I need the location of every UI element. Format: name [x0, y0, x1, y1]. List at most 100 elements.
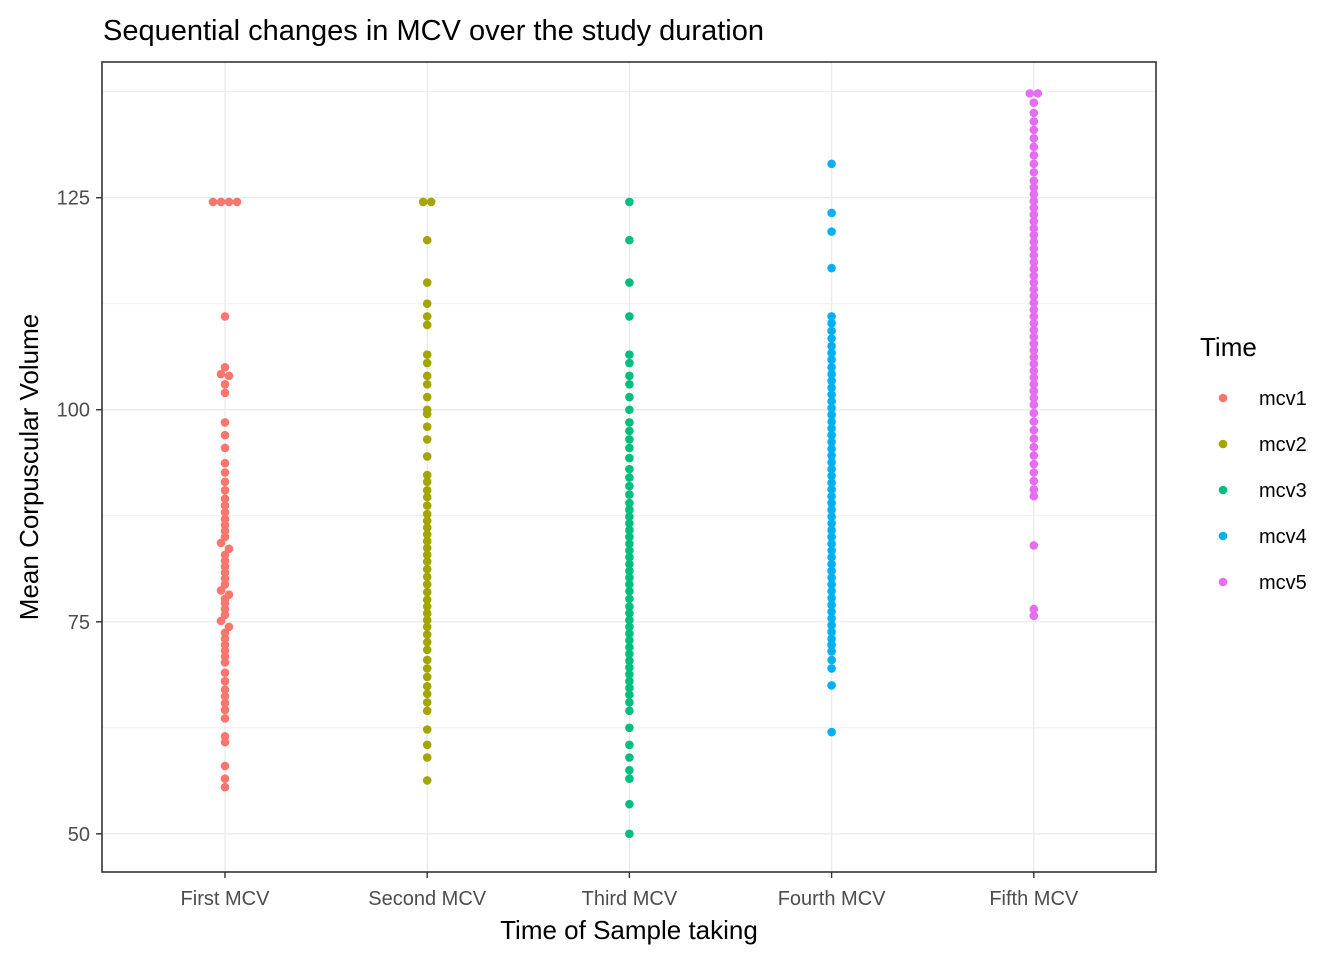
data-point [827, 655, 836, 665]
data-point [1029, 611, 1039, 621]
data-point [220, 598, 230, 608]
data-point [827, 341, 836, 351]
data-point [827, 369, 836, 379]
data-point [1029, 278, 1039, 287]
data-point [422, 564, 432, 574]
data-point [625, 405, 634, 415]
data-point [625, 464, 634, 474]
data-point [625, 559, 634, 569]
data-point [422, 523, 432, 532]
data-point [422, 550, 432, 560]
data-point [827, 263, 836, 273]
data-point [422, 435, 432, 444]
data-point [625, 505, 634, 515]
data-point [827, 525, 836, 535]
data-point [827, 614, 836, 623]
legend-key [1218, 439, 1228, 449]
data-point [827, 437, 836, 447]
data-point [220, 486, 230, 495]
x-tick-label: First MCV [181, 888, 271, 910]
axes: 50 75 100 125 First MCV Second MCV Third MCV Fo… [57, 188, 1079, 910]
data-point [422, 664, 432, 673]
data-point [1029, 451, 1039, 460]
x-axis-title: Time of Sample taking [500, 915, 758, 945]
data-point [220, 458, 230, 468]
legend-key [1218, 485, 1228, 495]
data-point [1029, 318, 1039, 328]
data-point [422, 486, 432, 495]
data-point [827, 559, 836, 569]
data-point [422, 380, 432, 389]
data-point [1029, 400, 1039, 409]
data-point [422, 630, 432, 639]
data-point [1029, 183, 1039, 192]
data-point [827, 620, 836, 630]
data-point [1029, 312, 1039, 321]
data-point [1029, 223, 1039, 233]
data-point [827, 681, 836, 690]
data-point [418, 197, 428, 207]
data-point [625, 546, 634, 555]
data-point [220, 604, 230, 614]
data-point [827, 430, 836, 440]
data-point [827, 647, 836, 656]
data-point [1029, 459, 1039, 469]
data-point [625, 629, 634, 638]
data-point [1029, 541, 1039, 550]
data-point [625, 740, 634, 750]
data-point [827, 403, 836, 413]
data-point [625, 380, 634, 389]
data-point [220, 520, 230, 530]
data-point [220, 562, 230, 571]
data-point [1029, 298, 1039, 308]
data-point [422, 320, 432, 330]
data-point [625, 670, 634, 679]
data-point [422, 740, 432, 750]
data-point [220, 418, 230, 427]
data-point [625, 312, 634, 321]
data-point [216, 616, 226, 626]
data-point [422, 477, 432, 487]
data-point [1029, 476, 1039, 486]
y-axis-title: Mean Corpuscular Volume [14, 314, 44, 620]
data-point [1029, 150, 1039, 160]
data-point [1029, 373, 1039, 382]
data-point [422, 672, 432, 682]
data-point [422, 681, 432, 691]
data-point [827, 227, 836, 236]
data-point [1029, 485, 1039, 494]
data-point [422, 409, 432, 419]
data-point [422, 350, 432, 359]
data-point [422, 725, 432, 734]
data-point [625, 443, 634, 453]
data-point [1029, 257, 1039, 267]
data-point [422, 358, 432, 368]
data-point [422, 422, 432, 432]
data-point [1029, 434, 1039, 443]
data-point [1029, 142, 1039, 152]
data-point [827, 383, 836, 392]
data-point [827, 640, 836, 649]
data-point [220, 388, 230, 398]
data-point [422, 655, 432, 665]
data-point [625, 553, 634, 562]
data-point [625, 426, 634, 436]
data-point [224, 371, 234, 381]
data-point [1029, 339, 1039, 348]
chart-title: Sequential changes in MCV over the study… [103, 15, 764, 47]
data-point [422, 492, 432, 502]
data-point [625, 829, 634, 839]
data-point [232, 197, 242, 207]
data-point [224, 197, 234, 207]
data-point [220, 634, 230, 644]
data-point [422, 706, 432, 716]
data-point [422, 278, 432, 287]
data-point [827, 458, 836, 467]
data-point [422, 580, 432, 589]
data-point [220, 556, 230, 566]
data-point [216, 586, 226, 595]
data-point [422, 622, 432, 632]
data-point [422, 595, 432, 605]
data-point [1029, 325, 1039, 335]
